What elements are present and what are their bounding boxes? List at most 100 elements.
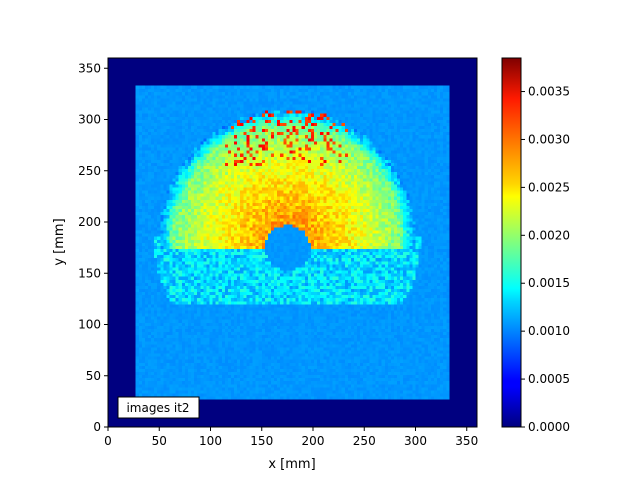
heatmap-cell [166,331,170,336]
heatmap-cell [381,291,386,296]
heatmap-cell [338,322,343,326]
heatmap-cell [400,374,404,379]
heatmap-cell [231,300,235,305]
heatmap-cell [317,347,321,351]
heatmap-cell [335,331,339,336]
heatmap-cell [212,371,216,376]
heatmap-cell [430,251,435,256]
heatmap-cell [163,316,167,320]
heatmap-cell [317,300,321,305]
heatmap-cell [310,319,315,323]
heatmap-cell [240,270,244,274]
heatmap-cell [283,310,287,314]
heatmap-cell [209,282,213,286]
heatmap-cell [332,356,336,360]
heatmap-cell [301,260,306,265]
heatmap-cell [172,362,176,366]
heatmap-cell [332,319,336,323]
heatmap-cell [206,353,210,357]
heatmap-cell [218,300,223,305]
heatmap-cell [252,264,256,268]
heatmap-cell [323,300,327,305]
heatmap-cell [212,350,216,354]
heatmap-cell [166,337,170,342]
heatmap-cell [267,307,272,311]
heatmap-cell [384,248,389,253]
heatmap-cell [144,288,149,293]
heatmap-cell [350,279,355,283]
heatmap-cell [335,310,339,314]
heatmap-cell [400,350,404,354]
heatmap-cell [341,334,346,339]
heatmap-cell [369,291,373,296]
heatmap-cell [372,356,376,360]
heatmap-cell [409,264,413,268]
heatmap-cell [350,300,355,305]
heatmap-cell [341,254,346,259]
heatmap-cell [197,254,201,259]
heatmap-cell [390,288,395,293]
heatmap-cell [387,325,392,329]
heatmap-cell [249,310,253,314]
heatmap-cell [187,377,192,382]
heatmap-cell [138,353,143,357]
heatmap-cell [246,297,250,302]
heatmap-cell [384,359,389,363]
heatmap-cell [181,371,186,376]
heatmap-cell [187,270,192,274]
heatmap-cell [437,347,441,351]
heatmap-cell [264,307,269,311]
heatmap-cell [412,368,416,372]
heatmap-cell [381,396,386,400]
heatmap-cell [277,353,281,357]
heatmap-cell [329,322,333,326]
heatmap-cell [375,294,379,299]
heatmap-cell [141,291,146,296]
heatmap-cell [446,310,450,314]
heatmap-cell [332,248,336,253]
heatmap-cell [157,380,161,385]
heatmap-cell [378,380,383,385]
heatmap-cell [427,276,432,280]
heatmap-cell [246,368,250,372]
heatmap-cell [218,257,223,262]
heatmap-cell [292,300,296,305]
heatmap-cell [354,380,358,385]
heatmap-cell [295,270,299,274]
heatmap-cell [135,362,140,366]
heatmap-cell [347,260,352,265]
heatmap-cell [400,393,404,397]
heatmap-cell [277,396,281,400]
heatmap-cell [255,270,260,274]
heatmap-cell [320,313,324,317]
heatmap-cell [261,257,266,262]
heatmap-cell [270,248,275,253]
heatmap-cell [292,267,296,271]
heatmap-cell [237,377,241,382]
heatmap-cell [234,325,238,329]
heatmap-cell [135,264,140,268]
heatmap-cell [403,322,407,326]
heatmap-cell [252,347,256,351]
heatmap-cell [317,313,321,317]
heatmap-cell [264,347,269,351]
heatmap-cell [181,343,186,348]
heatmap-cell [240,340,244,345]
heatmap-cell [283,282,287,286]
heatmap-cell [390,347,395,351]
heatmap-cell [138,273,143,277]
heatmap-cell [357,374,361,379]
heatmap-cell [314,294,318,299]
heatmap-cell [286,257,290,262]
heatmap-cell [323,310,327,314]
heatmap-cell [347,288,352,293]
heatmap-cell [338,331,343,336]
heatmap-cell [304,340,309,345]
heatmap-cell [191,393,195,397]
heatmap-cell [243,264,247,268]
heatmap-cell [147,260,152,265]
heatmap-cell [138,337,143,342]
heatmap-cell [317,325,321,329]
heatmap-cell [274,313,278,317]
heatmap-cell [237,362,241,366]
